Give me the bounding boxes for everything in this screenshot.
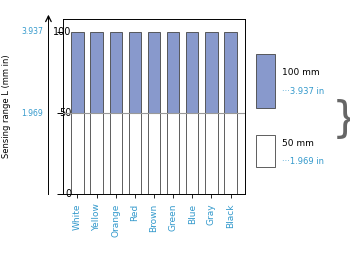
Text: }: } <box>331 99 350 141</box>
Text: ···1.969 in: ···1.969 in <box>282 157 324 167</box>
Text: 50 mm: 50 mm <box>282 139 314 148</box>
Bar <box>167 32 179 113</box>
Bar <box>205 32 218 113</box>
Bar <box>224 32 237 113</box>
Bar <box>167 113 179 194</box>
Bar <box>129 32 141 113</box>
Bar <box>90 32 103 113</box>
Text: 100 mm: 100 mm <box>282 68 319 77</box>
Bar <box>71 32 84 113</box>
Bar <box>148 113 160 194</box>
Bar <box>129 113 141 194</box>
Bar <box>110 32 122 113</box>
Bar <box>90 113 103 194</box>
Bar <box>186 32 198 113</box>
Text: ···3.937 in: ···3.937 in <box>282 87 324 96</box>
Y-axis label: Sensing range L (mm in): Sensing range L (mm in) <box>2 55 11 158</box>
Text: 0: 0 <box>66 189 72 200</box>
Text: 1.969: 1.969 <box>21 109 43 118</box>
Text: 100: 100 <box>54 27 72 37</box>
Bar <box>224 113 237 194</box>
Bar <box>186 113 198 194</box>
Bar <box>148 32 160 113</box>
Bar <box>110 113 122 194</box>
Bar <box>71 113 84 194</box>
Text: 50: 50 <box>60 108 72 118</box>
Bar <box>205 113 218 194</box>
Text: 3.937: 3.937 <box>21 27 43 36</box>
